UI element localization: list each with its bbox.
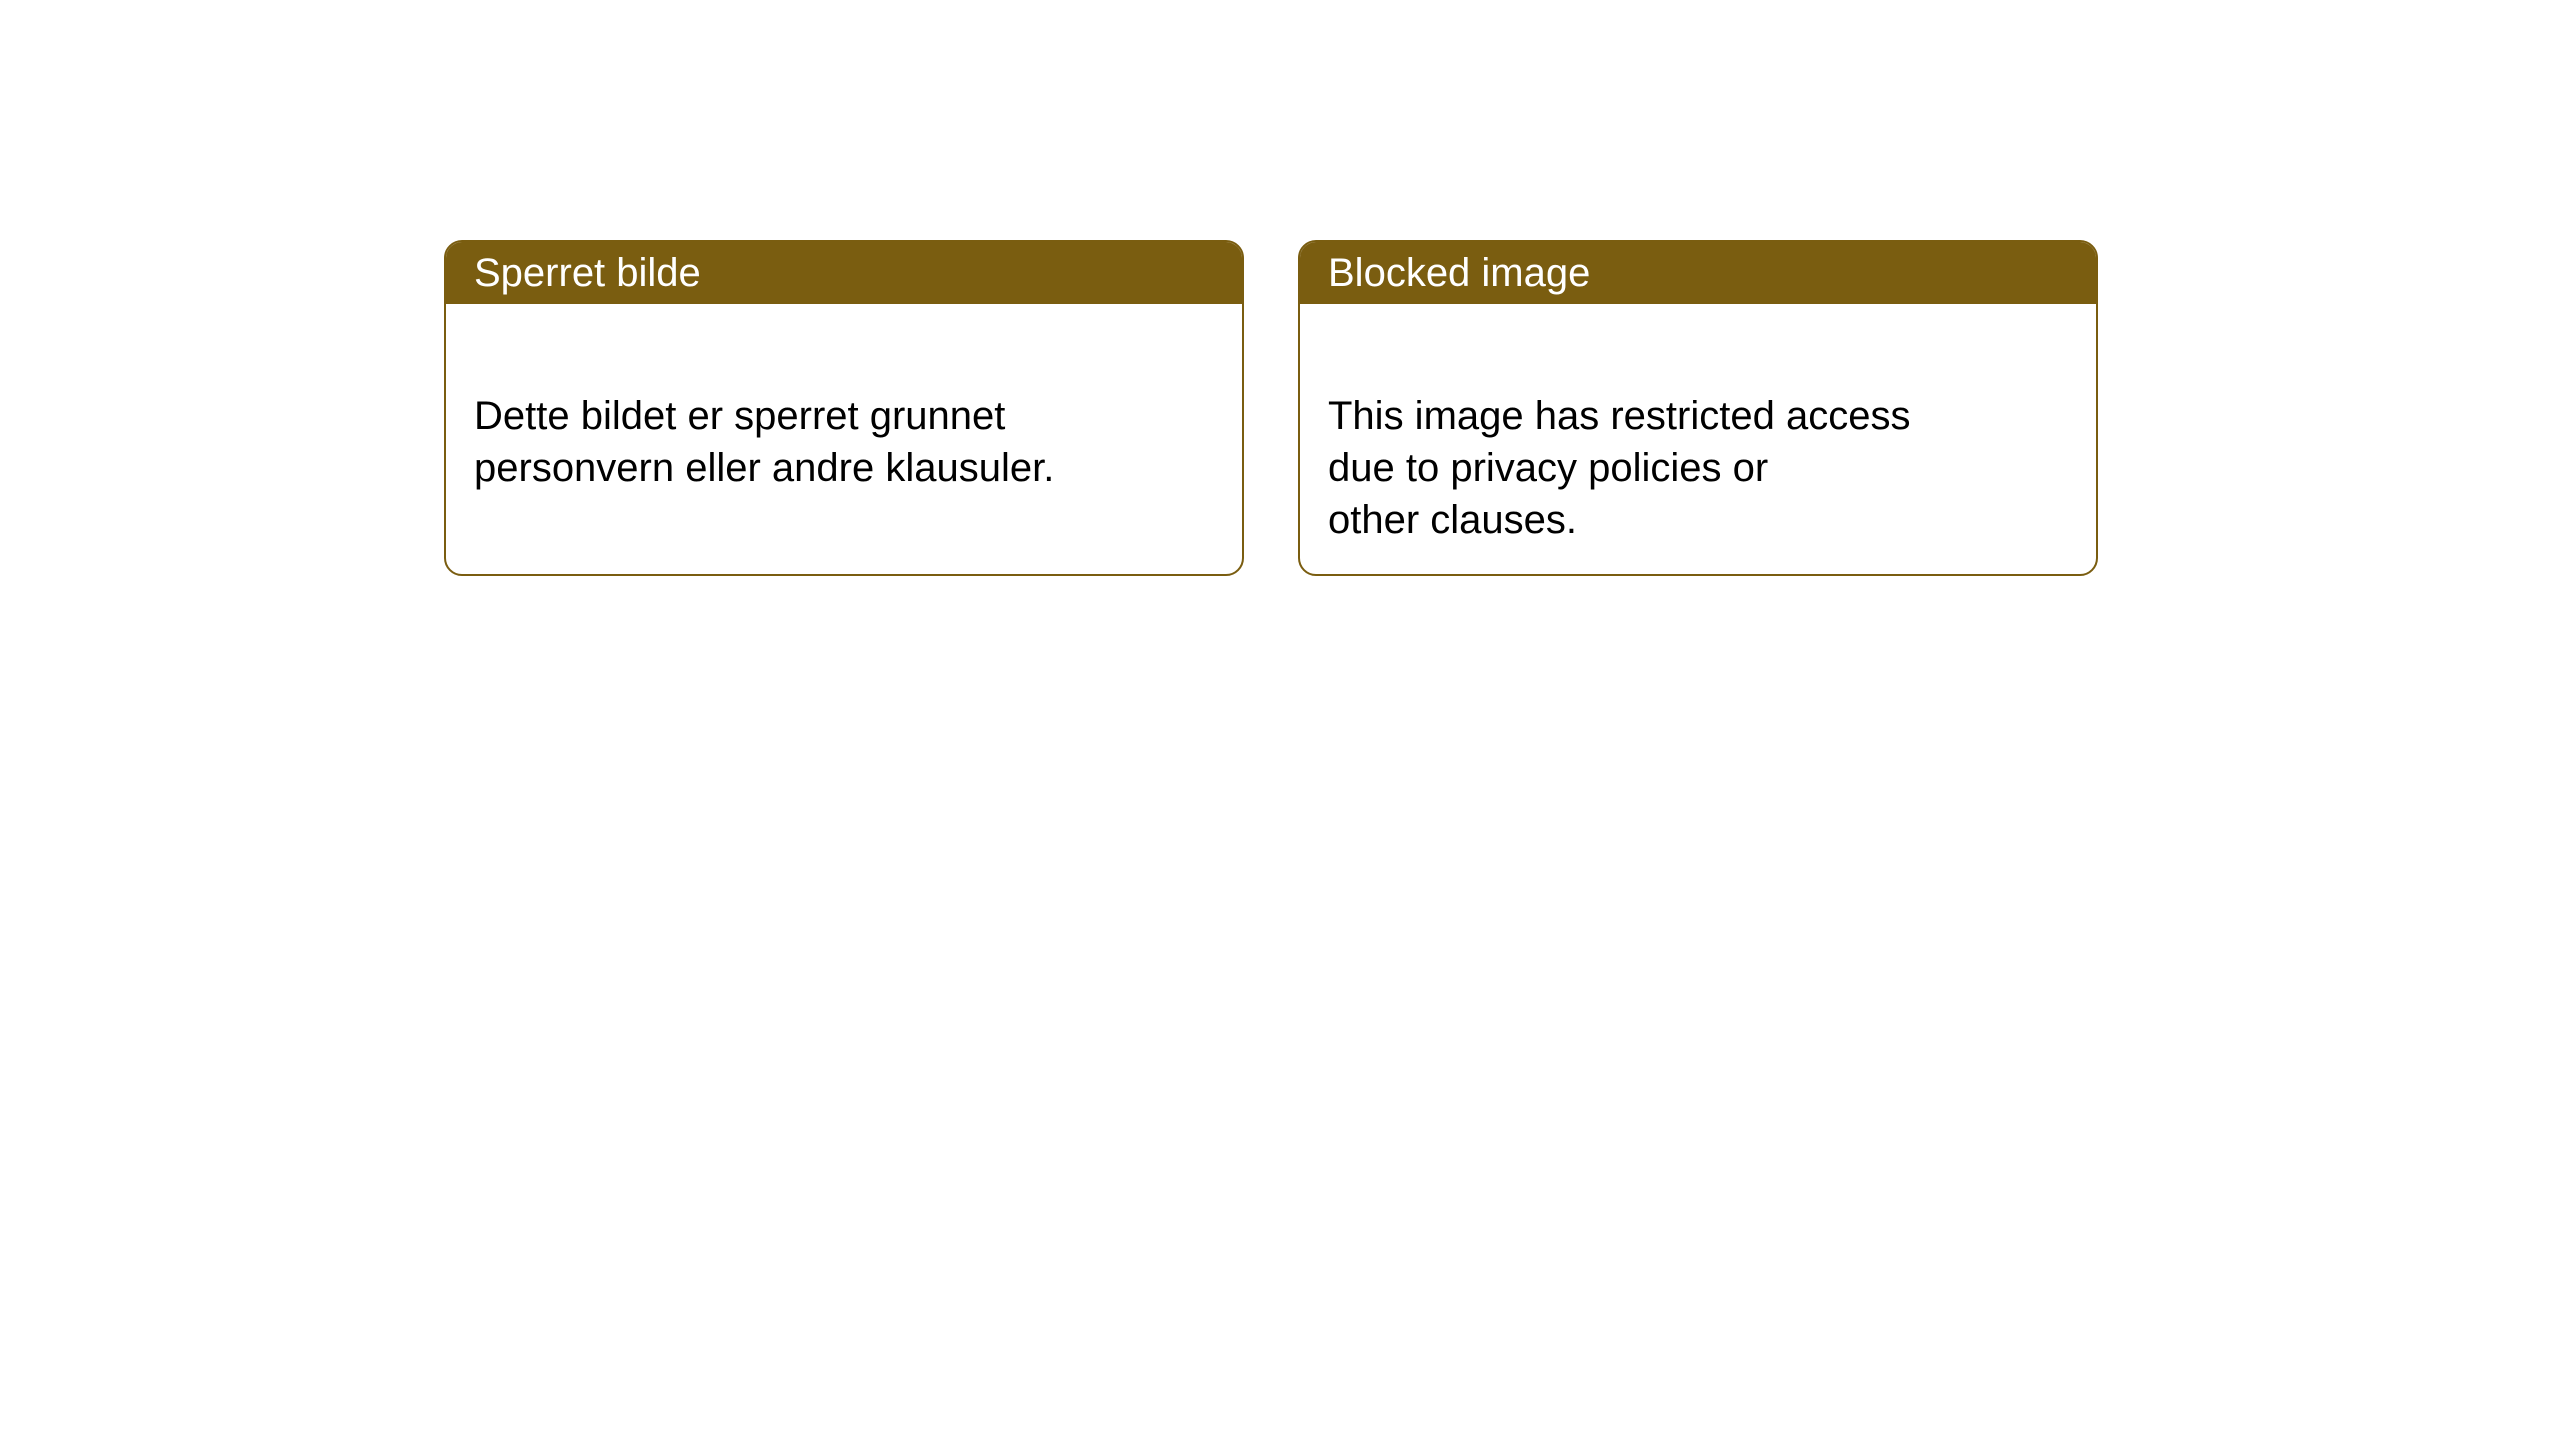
card-header: Blocked image: [1300, 242, 2096, 304]
card-header: Sperret bilde: [446, 242, 1242, 304]
card-body-text: This image has restricted access due to …: [1328, 394, 1910, 542]
card-body: This image has restricted access due to …: [1300, 304, 2096, 576]
card-title: Blocked image: [1328, 251, 1590, 296]
card-title: Sperret bilde: [474, 251, 701, 296]
notice-card-norwegian: Sperret bilde Dette bildet er sperret gr…: [444, 240, 1244, 576]
card-body: Dette bildet er sperret grunnet personve…: [446, 304, 1242, 528]
card-body-text: Dette bildet er sperret grunnet personve…: [474, 394, 1054, 490]
notice-card-english: Blocked image This image has restricted …: [1298, 240, 2098, 576]
notice-cards-container: Sperret bilde Dette bildet er sperret gr…: [0, 0, 2560, 576]
